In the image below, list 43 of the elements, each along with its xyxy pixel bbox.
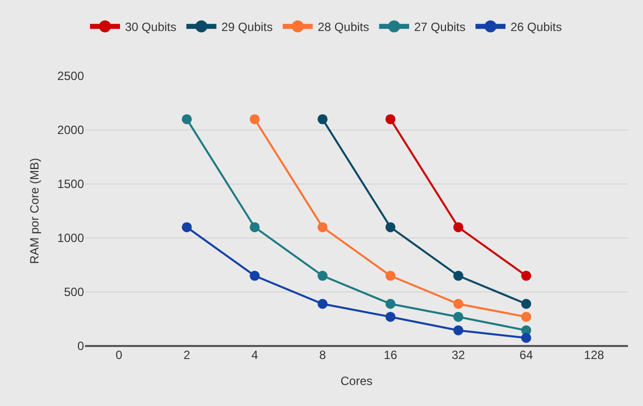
legend-label: 28 Qubits [318,20,370,34]
x-tick-label: 64 [520,348,534,362]
point [385,222,396,232]
point [318,222,328,232]
point [385,298,396,309]
y-tick-label: 2500 [57,69,84,84]
legend-label: 27 Qubits [414,20,466,34]
point [453,270,464,281]
x-axis-title: Cores [340,374,373,388]
y-tick-label: 1000 [57,231,84,246]
point [318,114,328,124]
x-tick-label: 2 [183,348,190,362]
point [521,312,532,322]
x-tick-label: 0 [116,348,123,362]
point [453,325,464,336]
point [453,312,464,322]
point [318,298,328,309]
point [385,270,396,281]
point [453,222,464,232]
point [182,222,192,232]
point [182,114,192,124]
x-tick-label: 16 [384,348,398,362]
point [250,270,260,281]
y-tick-label: 500 [64,285,84,300]
x-tick-label: 8 [319,348,326,362]
x-tick-label: 32 [452,348,466,362]
point [521,270,532,281]
point [453,298,464,309]
x-tick-label: 4 [251,348,258,362]
point [250,222,260,232]
y-axis-title: RAM por Core (MB) [28,158,42,264]
point [318,270,328,281]
point [385,312,396,322]
point [521,332,532,343]
point [250,114,260,124]
y-tick-label: 2000 [57,123,84,138]
legend-label: 30 Qubits [125,20,176,34]
x-tick-label: 128 [584,348,604,362]
legend-label: 29 Qubits [221,20,273,34]
point [521,298,532,309]
legend-label: 26 Qubits [510,20,562,34]
y-tick-label: 1500 [57,177,84,192]
point [385,114,396,124]
